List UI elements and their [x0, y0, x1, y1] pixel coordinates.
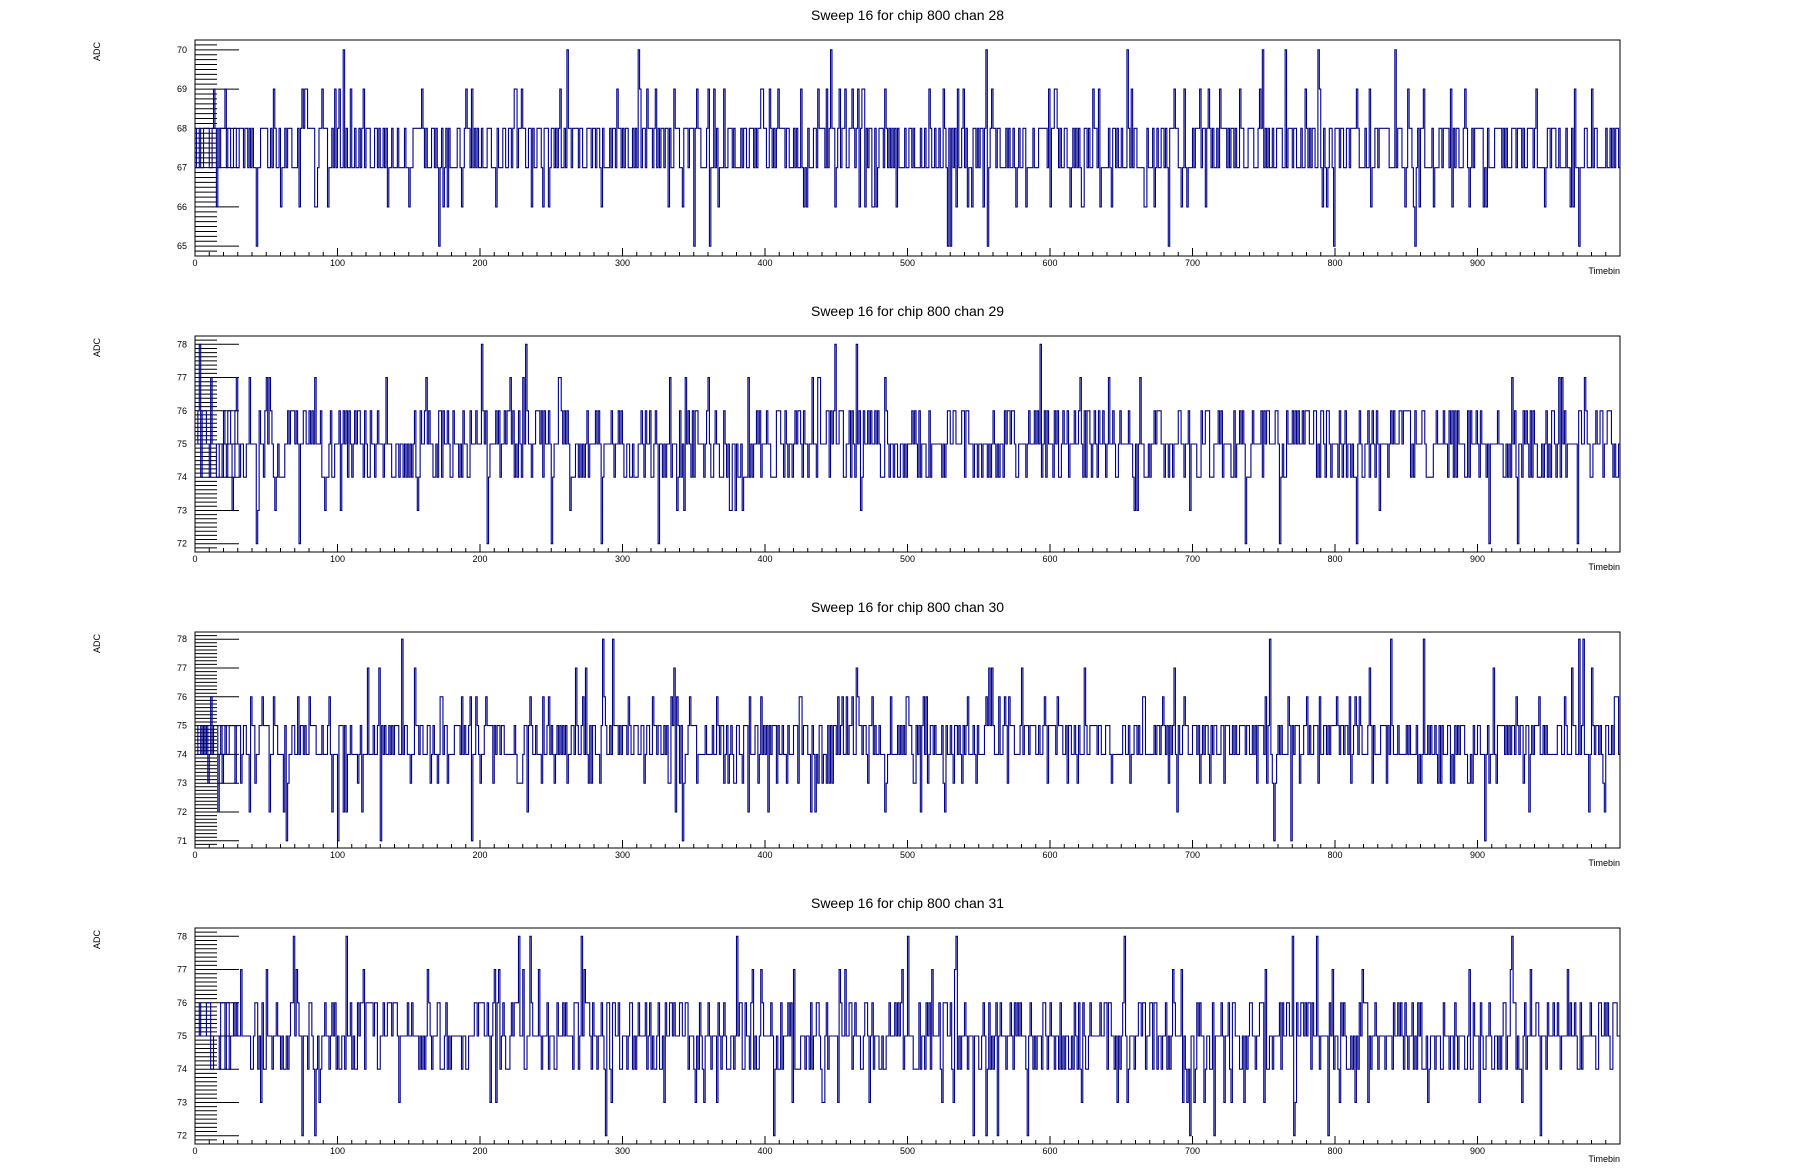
y-tick-label: 73 — [177, 1097, 187, 1107]
plot-panel-1: Sweep 16 for chip 800 chan 29 ADC Timebin 0… — [92, 303, 1621, 572]
y-axis-label: ADC — [92, 42, 102, 62]
x-tick-label: 600 — [1042, 850, 1057, 860]
y-axis-label: ADC — [92, 634, 102, 654]
x-tick-label: 900 — [1470, 1146, 1485, 1156]
x-tick-label: 0 — [192, 850, 197, 860]
y-tick-label: 75 — [177, 439, 187, 449]
y-tick-label: 72 — [177, 539, 187, 549]
x-tick-label: 100 — [330, 554, 345, 564]
x-tick-label: 400 — [757, 1146, 772, 1156]
y-tick-label: 70 — [177, 45, 187, 55]
x-tick-label: 300 — [615, 850, 630, 860]
y-tick-label: 72 — [177, 807, 187, 817]
x-tick-label: 900 — [1470, 554, 1485, 564]
plot-panel-3: Sweep 16 for chip 800 chan 31 ADC Timebin 0… — [92, 895, 1621, 1164]
y-tick-label: 69 — [177, 84, 187, 94]
x-tick-label: 200 — [472, 850, 487, 860]
x-tick-label: 300 — [615, 258, 630, 268]
y-tick-label: 77 — [177, 373, 187, 383]
y-tick-label: 75 — [177, 721, 187, 731]
plot-panel-2: Sweep 16 for chip 800 chan 30 ADC Timebin 0… — [92, 599, 1621, 868]
y-tick-label: 76 — [177, 406, 187, 416]
y-axis-label: ADC — [92, 338, 102, 358]
x-tick-label: 700 — [1185, 554, 1200, 564]
x-tick-label: 0 — [192, 258, 197, 268]
y-tick-label: 67 — [177, 163, 187, 173]
y-tick-label: 73 — [177, 505, 187, 515]
x-tick-label: 900 — [1470, 258, 1485, 268]
y-tick-label: 78 — [177, 634, 187, 644]
x-tick-label: 700 — [1185, 258, 1200, 268]
y-tick-label: 66 — [177, 202, 187, 212]
y-tick-label: 72 — [177, 1131, 187, 1141]
plot-frame — [194, 39, 1621, 257]
x-tick-label: 400 — [757, 258, 772, 268]
x-tick-label: 500 — [900, 554, 915, 564]
plot-title: Sweep 16 for chip 800 chan 28 — [811, 7, 1004, 23]
x-tick-label: 100 — [330, 258, 345, 268]
x-tick-label: 200 — [472, 258, 487, 268]
plot-title: Sweep 16 for chip 800 chan 29 — [811, 303, 1004, 319]
y-tick-label: 77 — [177, 965, 187, 975]
x-tick-label: 100 — [330, 1146, 345, 1156]
y-tick-label: 75 — [177, 1031, 187, 1041]
x-tick-label: 500 — [900, 1146, 915, 1156]
y-tick-label: 74 — [177, 472, 187, 482]
x-tick-label: 400 — [757, 850, 772, 860]
x-tick-label: 200 — [472, 554, 487, 564]
y-tick-label: 73 — [177, 778, 187, 788]
x-tick-label: 800 — [1327, 850, 1342, 860]
adc-trace — [195, 49, 1620, 247]
adc-trace — [195, 343, 1620, 545]
x-tick-label: 200 — [472, 1146, 487, 1156]
y-tick-label: 76 — [177, 692, 187, 702]
x-tick-label: 700 — [1185, 850, 1200, 860]
x-tick-label: 500 — [900, 850, 915, 860]
x-tick-label: 500 — [900, 258, 915, 268]
plot-title: Sweep 16 for chip 800 chan 30 — [811, 599, 1004, 615]
x-tick-label: 100 — [330, 850, 345, 860]
x-tick-label: 400 — [757, 554, 772, 564]
y-tick-label: 74 — [177, 1064, 187, 1074]
y-tick-label: 78 — [177, 931, 187, 941]
x-tick-label: 0 — [192, 1146, 197, 1156]
adc-trace — [195, 935, 1620, 1137]
y-tick-label: 65 — [177, 241, 187, 251]
y-tick-label: 71 — [177, 836, 187, 846]
x-tick-label: 300 — [615, 554, 630, 564]
plot-title: Sweep 16 for chip 800 chan 31 — [811, 895, 1004, 911]
x-tick-label: 600 — [1042, 258, 1057, 268]
y-axis-label: ADC — [92, 930, 102, 950]
y-tick-label: 78 — [177, 339, 187, 349]
x-tick-label: 800 — [1327, 1146, 1342, 1156]
adc-trace — [195, 638, 1620, 842]
x-tick-label: 0 — [192, 554, 197, 564]
x-tick-label: 600 — [1042, 1146, 1057, 1156]
x-tick-label: 300 — [615, 1146, 630, 1156]
x-axis-label: Timebin — [1588, 562, 1620, 572]
x-axis-label: Timebin — [1588, 858, 1620, 868]
x-tick-label: 700 — [1185, 1146, 1200, 1156]
x-tick-label: 900 — [1470, 850, 1485, 860]
x-tick-label: 800 — [1327, 554, 1342, 564]
y-tick-label: 68 — [177, 123, 187, 133]
x-axis-label: Timebin — [1588, 266, 1620, 276]
plot-panel-0: Sweep 16 for chip 800 chan 28 ADC Timebin 0… — [92, 7, 1621, 276]
y-tick-label: 77 — [177, 663, 187, 673]
x-tick-label: 800 — [1327, 258, 1342, 268]
x-axis-label: Timebin — [1588, 1154, 1620, 1164]
y-tick-label: 74 — [177, 749, 187, 759]
x-tick-label: 600 — [1042, 554, 1057, 564]
y-tick-label: 76 — [177, 998, 187, 1008]
